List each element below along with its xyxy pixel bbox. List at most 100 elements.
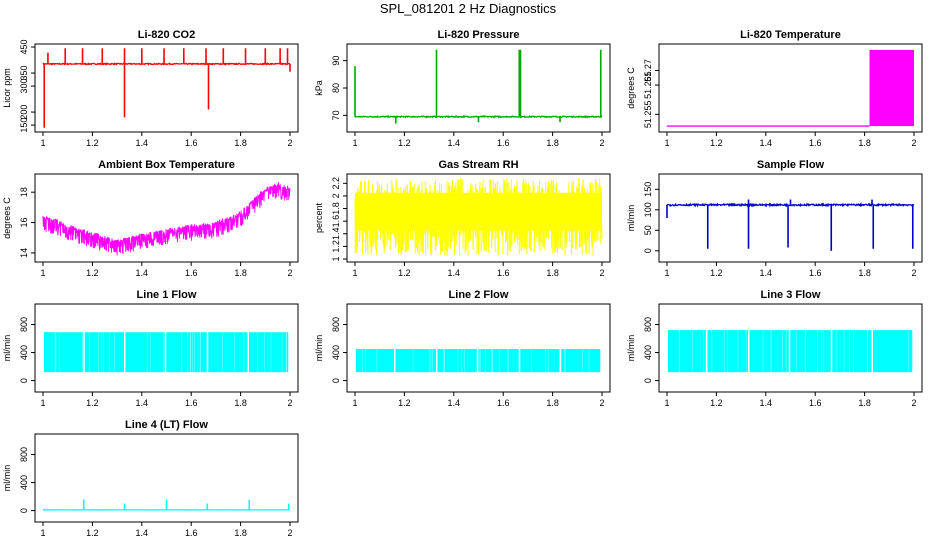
data-block [84, 332, 125, 373]
x-tick-label: 2 [599, 138, 604, 148]
y-tick-label: 400 [19, 345, 29, 360]
x-tick-label: 1.8 [234, 398, 247, 408]
y-tick-label: 400 [643, 345, 653, 360]
x-tick-label: 1.4 [136, 528, 149, 538]
chart-title: Sample Flow [757, 159, 825, 171]
x-tick-label: 1.4 [760, 398, 773, 408]
data-block [166, 332, 207, 373]
y-tick-label: 350 [19, 66, 29, 81]
x-tick-label: 1 [352, 268, 357, 278]
y-tick-label: 150 [643, 182, 653, 197]
y-tick-label: 1.8 [331, 202, 341, 215]
plot-frame [346, 303, 611, 393]
chart-title: Line 4 (LT) Flow [125, 419, 208, 431]
chart-panel-8: Line 2 Flow ml/min 1 1.2 1.4 1.6 1.8 2 0 400 800 [314, 289, 611, 408]
x-tick-label: 2 [599, 268, 604, 278]
y-tick-label: 1 [331, 256, 341, 261]
x-tick-label: 1.8 [858, 398, 871, 408]
x-tick-label: 1.8 [858, 268, 871, 278]
y-tick-label: 51.255 [643, 101, 653, 129]
chart-title: Li-820 CO2 [138, 29, 195, 41]
y-tick-label: 51.27 [643, 59, 653, 82]
data-block [520, 349, 560, 373]
x-tick-label: 1.6 [185, 528, 198, 538]
x-tick-label: 1.8 [234, 528, 247, 538]
chart-panel-4: Ambient Box Temperature degrees C 1 1.2 1.4 1… [2, 159, 299, 278]
y-tick-label: 800 [19, 317, 29, 332]
x-tick-label: 1.2 [398, 138, 411, 148]
plot-frame [658, 173, 923, 263]
data-block [395, 349, 437, 373]
x-tick-label: 1.6 [809, 268, 822, 278]
y-axis-label: percent [314, 202, 324, 233]
y-axis-label: Licor ppm [2, 68, 12, 108]
plot-frame [34, 303, 299, 393]
y-tick-label: 150 [19, 118, 29, 133]
x-tick-label: 1.4 [136, 138, 149, 148]
chart-panel-9: Line 3 Flow ml/min 1 1.2 1.4 1.6 1.8 2 0 400 800 [626, 289, 923, 408]
data-block [560, 349, 601, 373]
x-tick-label: 1.6 [809, 398, 822, 408]
x-tick-label: 1.6 [809, 138, 822, 148]
chart-title: Line 1 Flow [137, 289, 197, 301]
chart-title: Ambient Box Temperature [98, 159, 235, 171]
y-tick-label: 0 [331, 378, 341, 383]
x-tick-label: 1 [40, 398, 45, 408]
y-tick-label: 1.2 [331, 240, 341, 253]
x-tick-label: 1 [40, 138, 45, 148]
y-tick-label: 51.265 [643, 71, 653, 99]
y-tick-label: 70 [331, 110, 341, 120]
plot-frame [34, 433, 299, 523]
data-block [872, 330, 913, 373]
y-tick-label: 450 [19, 39, 29, 54]
x-tick-label: 1.2 [710, 398, 723, 408]
x-tick-label: 1.8 [234, 138, 247, 148]
y-tick-label: 0 [643, 378, 653, 383]
y-tick-label: 400 [331, 345, 341, 360]
y-axis-label: kPa [314, 80, 324, 96]
chart-title: Line 3 Flow [761, 289, 821, 301]
data-block [355, 349, 395, 373]
x-tick-label: 1.2 [86, 398, 99, 408]
data-block [248, 332, 289, 373]
y-axis-label: ml/min [626, 335, 636, 362]
x-tick-label: 2 [911, 398, 916, 408]
y-tick-label: 16 [19, 218, 29, 228]
y-axis-label: ml/min [314, 335, 324, 362]
chart-title: Gas Stream RH [438, 159, 518, 171]
y-tick-label: 1.4 [331, 228, 341, 241]
x-tick-label: 1.8 [546, 398, 559, 408]
y-tick-label: 2 [331, 193, 341, 198]
y-tick-label: 0 [19, 508, 29, 513]
x-tick-label: 1.6 [185, 398, 198, 408]
y-axis-label: degrees C [2, 197, 12, 239]
data-series-line [354, 178, 603, 256]
x-tick-label: 1 [664, 138, 669, 148]
data-block [43, 332, 84, 373]
x-tick-label: 1.4 [760, 138, 773, 148]
x-tick-label: 1 [40, 268, 45, 278]
page-title: SPL_081201 2 Hz Diagnostics [379, 1, 557, 16]
x-tick-label: 2 [599, 398, 604, 408]
data-block [125, 332, 165, 373]
x-tick-label: 1.6 [185, 138, 198, 148]
y-tick-label: 100 [643, 202, 653, 217]
plot-frame [658, 43, 923, 133]
data-block [790, 330, 831, 373]
x-tick-label: 1.8 [546, 138, 559, 148]
data-band [869, 49, 914, 127]
x-tick-label: 1.6 [497, 398, 510, 408]
x-tick-label: 1.8 [858, 138, 871, 148]
y-tick-label: 90 [331, 56, 341, 66]
x-tick-label: 1.2 [398, 268, 411, 278]
data-block [667, 330, 707, 373]
x-tick-label: 1.2 [86, 138, 99, 148]
x-tick-label: 1 [664, 398, 669, 408]
x-tick-label: 1.8 [234, 268, 247, 278]
data-block [478, 349, 519, 373]
y-tick-label: 800 [331, 317, 341, 332]
data-block [437, 349, 477, 373]
data-block [707, 330, 749, 373]
x-tick-label: 1.2 [86, 528, 99, 538]
